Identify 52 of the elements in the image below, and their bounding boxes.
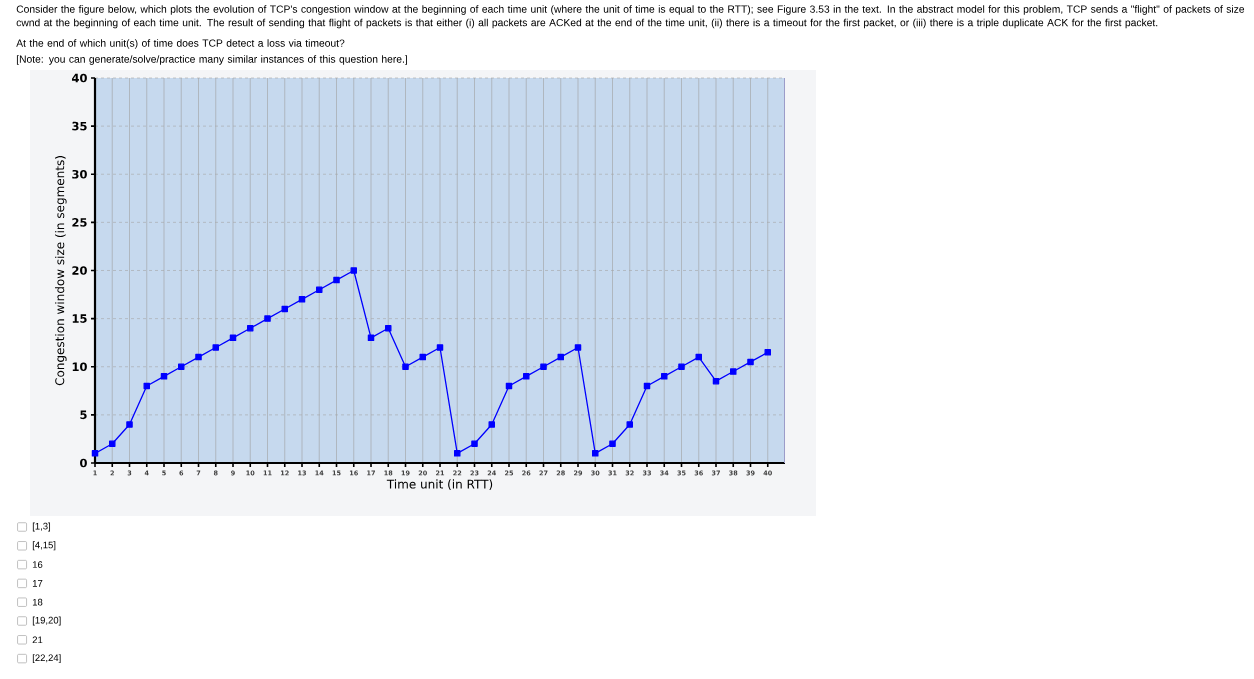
text: 21 <box>32 636 43 644</box>
text: 18 <box>32 598 43 606</box>
point <box>764 349 771 356</box>
text: Consider the figure below, which plots the evolution of TCP's congestion window at the beginning of each time unit (where the unit of time is equal to the RTT); see Figure 3.53 in the text. In the abstract model for this problem, TCP sends a "flight" of packets of size cwnd at the beginning of each time unit. The result of sending that flight of packets is that either (i) all packets are ACKed at the end of the time unit, (ii) there is a timeout for the first packet, or (iii) there is a triple duplicate ACK for the first packet. <box>16 5 1245 29</box>
y-tick-label: 30 <box>72 169 87 179</box>
point <box>333 276 340 284</box>
point <box>91 450 99 457</box>
point <box>264 315 271 322</box>
point <box>385 325 392 332</box>
point <box>540 363 547 370</box>
text: [1,3] <box>32 522 51 532</box>
point <box>212 344 220 351</box>
point <box>488 421 495 428</box>
point <box>730 368 737 375</box>
point <box>109 440 116 447</box>
point <box>574 344 582 351</box>
y-tick-label: 0 <box>80 458 87 468</box>
point <box>523 373 530 380</box>
y-tick-label: 10 <box>72 362 87 372</box>
point <box>195 353 202 361</box>
text: [22,24] <box>32 654 61 664</box>
text: 17 <box>32 580 43 587</box>
y-tick-label: 25 <box>72 218 87 227</box>
point <box>126 421 133 428</box>
y-tick-label: 40 <box>71 73 87 83</box>
point <box>454 450 461 457</box>
point <box>316 286 323 293</box>
point <box>247 325 254 332</box>
point <box>350 267 358 274</box>
x-axis-title: Time unit (in RTT) <box>386 479 493 491</box>
y-tick-label: 35 <box>72 121 87 131</box>
point <box>402 363 409 370</box>
point <box>592 450 599 457</box>
point <box>160 373 168 380</box>
point <box>678 363 685 370</box>
text: [4,15] <box>32 541 56 551</box>
point <box>609 440 616 447</box>
y-tick-label: 20 <box>72 266 87 275</box>
text: [Note: you can generate/solve/practice many similar instances of this question here.] <box>16 55 407 65</box>
y-tick-label: 15 <box>72 314 87 323</box>
y-axis-title: Congestion window size (in segments) <box>55 156 67 386</box>
text: 16 <box>32 561 43 568</box>
point <box>471 440 478 447</box>
text: At the end of which unit(s) of time does TCP detect a loss via timeout? <box>16 39 345 49</box>
point <box>747 358 754 366</box>
point <box>298 296 306 303</box>
point <box>661 373 668 380</box>
y-tick-label: 5 <box>80 410 87 420</box>
point <box>436 344 444 351</box>
point <box>626 421 633 428</box>
point <box>178 363 185 370</box>
text: [19,20] <box>32 616 61 626</box>
